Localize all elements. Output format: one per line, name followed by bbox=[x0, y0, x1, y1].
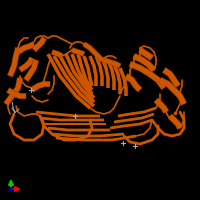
Polygon shape bbox=[64, 53, 95, 99]
Polygon shape bbox=[56, 135, 136, 141]
Polygon shape bbox=[154, 98, 169, 113]
Polygon shape bbox=[133, 53, 156, 72]
Polygon shape bbox=[32, 37, 47, 52]
Polygon shape bbox=[129, 61, 166, 90]
Polygon shape bbox=[51, 50, 63, 58]
Polygon shape bbox=[6, 88, 26, 99]
Polygon shape bbox=[83, 42, 104, 62]
Polygon shape bbox=[106, 59, 116, 90]
Polygon shape bbox=[4, 77, 23, 106]
Polygon shape bbox=[18, 57, 35, 72]
Polygon shape bbox=[44, 123, 106, 125]
Polygon shape bbox=[71, 48, 85, 56]
Polygon shape bbox=[82, 55, 94, 86]
Polygon shape bbox=[24, 59, 39, 82]
Polygon shape bbox=[94, 55, 104, 86]
Polygon shape bbox=[112, 63, 122, 94]
Polygon shape bbox=[118, 67, 128, 96]
Polygon shape bbox=[30, 81, 50, 92]
Polygon shape bbox=[36, 111, 100, 117]
Polygon shape bbox=[88, 55, 98, 86]
Polygon shape bbox=[58, 55, 95, 103]
Polygon shape bbox=[7, 47, 21, 77]
Polygon shape bbox=[114, 113, 154, 123]
Polygon shape bbox=[52, 55, 95, 107]
Polygon shape bbox=[100, 57, 110, 88]
Polygon shape bbox=[124, 74, 142, 92]
Polygon shape bbox=[70, 53, 93, 95]
Polygon shape bbox=[52, 133, 124, 137]
Polygon shape bbox=[159, 77, 187, 105]
Polygon shape bbox=[16, 41, 35, 54]
Polygon shape bbox=[46, 53, 91, 109]
Polygon shape bbox=[118, 107, 156, 117]
Polygon shape bbox=[168, 114, 183, 129]
Polygon shape bbox=[110, 119, 152, 129]
Polygon shape bbox=[48, 127, 110, 131]
Polygon shape bbox=[138, 48, 154, 60]
Polygon shape bbox=[162, 68, 180, 88]
Polygon shape bbox=[40, 117, 104, 121]
Polygon shape bbox=[76, 54, 94, 91]
Polygon shape bbox=[103, 58, 121, 68]
